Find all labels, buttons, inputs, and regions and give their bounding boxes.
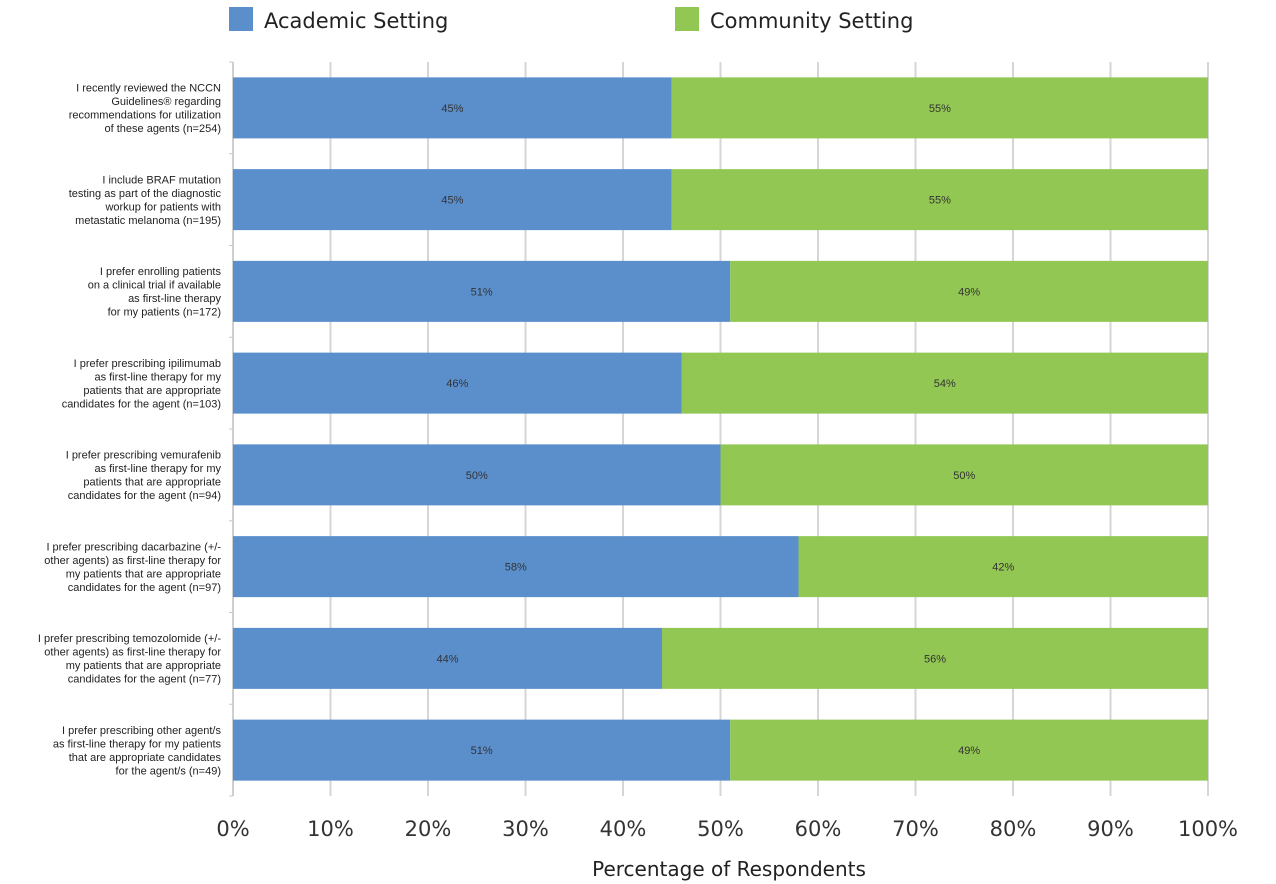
bar-segment-academic: [233, 352, 682, 414]
category-labels: I recently reviewed the NCCNGuidelines® …: [38, 83, 222, 778]
bar-value-label: 51%: [471, 745, 493, 757]
category-label-line: I prefer prescribing vemurafenib: [66, 450, 221, 462]
bar-segment-academic: [233, 260, 731, 322]
bar-segment-community: [730, 719, 1208, 781]
bar-value-label: 51%: [471, 286, 493, 298]
category-label-line: I prefer prescribing dacarbazine (+/-: [46, 541, 221, 553]
category-label-line: for the agent/s (n=49): [116, 765, 221, 777]
bar-value-label: 50%: [466, 470, 488, 482]
bar-value-label: 54%: [934, 378, 956, 390]
legend: Academic Setting Community Setting: [229, 7, 913, 33]
category-label-line: my patients that are appropriate: [66, 660, 221, 672]
category-label-line: as first-line therapy for my: [94, 371, 221, 383]
category-label-line: I recently reviewed the NCCN: [76, 83, 221, 95]
category-label-line: metastatic melanoma (n=195): [75, 215, 221, 227]
x-tick-label: 40%: [600, 817, 647, 841]
legend-label-academic: Academic Setting: [264, 9, 448, 33]
category-label-line: patients that are appropriate: [83, 385, 221, 397]
category-label-line: other agents) as first-line therapy for: [44, 555, 221, 567]
x-tick-label: 50%: [697, 817, 744, 841]
x-tick-label: 80%: [990, 817, 1037, 841]
category-label-line: I prefer enrolling patients: [100, 266, 222, 278]
bar-segment-academic: [233, 627, 662, 689]
category-label-line: for my patients (n=172): [108, 307, 221, 319]
bar-value-label: 46%: [446, 378, 468, 390]
x-axis-title: Percentage of Respondents: [592, 857, 866, 881]
bar-value-label: 42%: [992, 562, 1014, 574]
x-tick-label: 90%: [1087, 817, 1134, 841]
category-label-line: I include BRAF mutation: [102, 174, 221, 186]
bar-segment-community: [720, 444, 1208, 506]
x-tick-label: 20%: [405, 817, 452, 841]
category-label-line: candidates for the agent (n=97): [68, 582, 221, 594]
bar-segment-community: [730, 260, 1208, 322]
category-label-line: as first-line therapy: [128, 293, 221, 305]
x-tick-label: 70%: [892, 817, 939, 841]
bar-value-label: 45%: [441, 103, 463, 115]
bar-segment-community: [798, 536, 1208, 598]
bar-value-label: 45%: [441, 195, 463, 207]
x-tick-label: 30%: [502, 817, 549, 841]
bar-value-label: 50%: [953, 470, 975, 482]
category-label-line: I prefer prescribing temozolomide (+/-: [38, 633, 221, 645]
category-label-line: I prefer prescribing ipilimumab: [74, 358, 221, 370]
category-label-line: Guidelines® regarding: [111, 96, 221, 108]
x-tick-label: 60%: [795, 817, 842, 841]
category-label-line: other agents) as first-line therapy for: [44, 647, 221, 659]
legend-label-community: Community Setting: [710, 9, 913, 33]
category-label-line: as first-line therapy for my: [94, 463, 221, 475]
bar-value-label: 49%: [958, 286, 980, 298]
category-label-line: I prefer prescribing other agent/s: [62, 725, 221, 737]
category-label-line: candidates for the agent (n=94): [68, 490, 221, 502]
legend-swatch-community: [675, 7, 699, 31]
category-label-line: patients that are appropriate: [83, 477, 221, 489]
bar-segment-academic: [233, 169, 672, 231]
bar-value-label: 55%: [929, 103, 951, 115]
bar-value-label: 58%: [505, 562, 527, 574]
bar-segment-community: [671, 77, 1208, 139]
x-tick-label: 100%: [1178, 817, 1238, 841]
bar-value-label: 56%: [924, 653, 946, 665]
x-tick-label: 10%: [307, 817, 354, 841]
legend-swatch-academic: [229, 7, 253, 31]
bar-value-label: 44%: [436, 653, 458, 665]
x-axis-ticks: 0% 10% 20% 30% 40% 50% 60% 70% 80% 90% 100%: [216, 817, 1238, 841]
category-label-line: that are appropriate candidates: [69, 752, 222, 764]
bar-value-label: 55%: [929, 195, 951, 207]
category-label-line: on a clinical trial if available: [88, 280, 221, 292]
bar-value-label: 49%: [958, 745, 980, 757]
bars: 45% 55% 45% 55% 51% 49% 46% 54% 50% 50% 58% 42% 44% 5…: [233, 77, 1208, 781]
category-label-line: testing as part of the diagnostic: [69, 188, 222, 200]
bar-segment-academic: [233, 536, 799, 598]
bar-segment-community: [681, 352, 1208, 414]
bar-segment-academic: [233, 77, 672, 139]
category-label-line: my patients that are appropriate: [66, 568, 221, 580]
x-tick-label: 0%: [216, 817, 249, 841]
bar-segment-academic: [233, 444, 721, 506]
bar-segment-community: [671, 169, 1208, 231]
bar-segment-academic: [233, 719, 731, 781]
category-label-line: candidates for the agent (n=103): [62, 398, 221, 410]
category-label-line: of these agents (n=254): [105, 123, 222, 135]
bar-segment-community: [662, 627, 1208, 689]
category-label-line: candidates for the agent (n=77): [68, 674, 221, 686]
category-label-line: as first-line therapy for my patients: [53, 738, 222, 750]
category-label-line: workup for patients with: [104, 201, 221, 213]
category-label-line: recommendations for utilization: [69, 110, 221, 122]
